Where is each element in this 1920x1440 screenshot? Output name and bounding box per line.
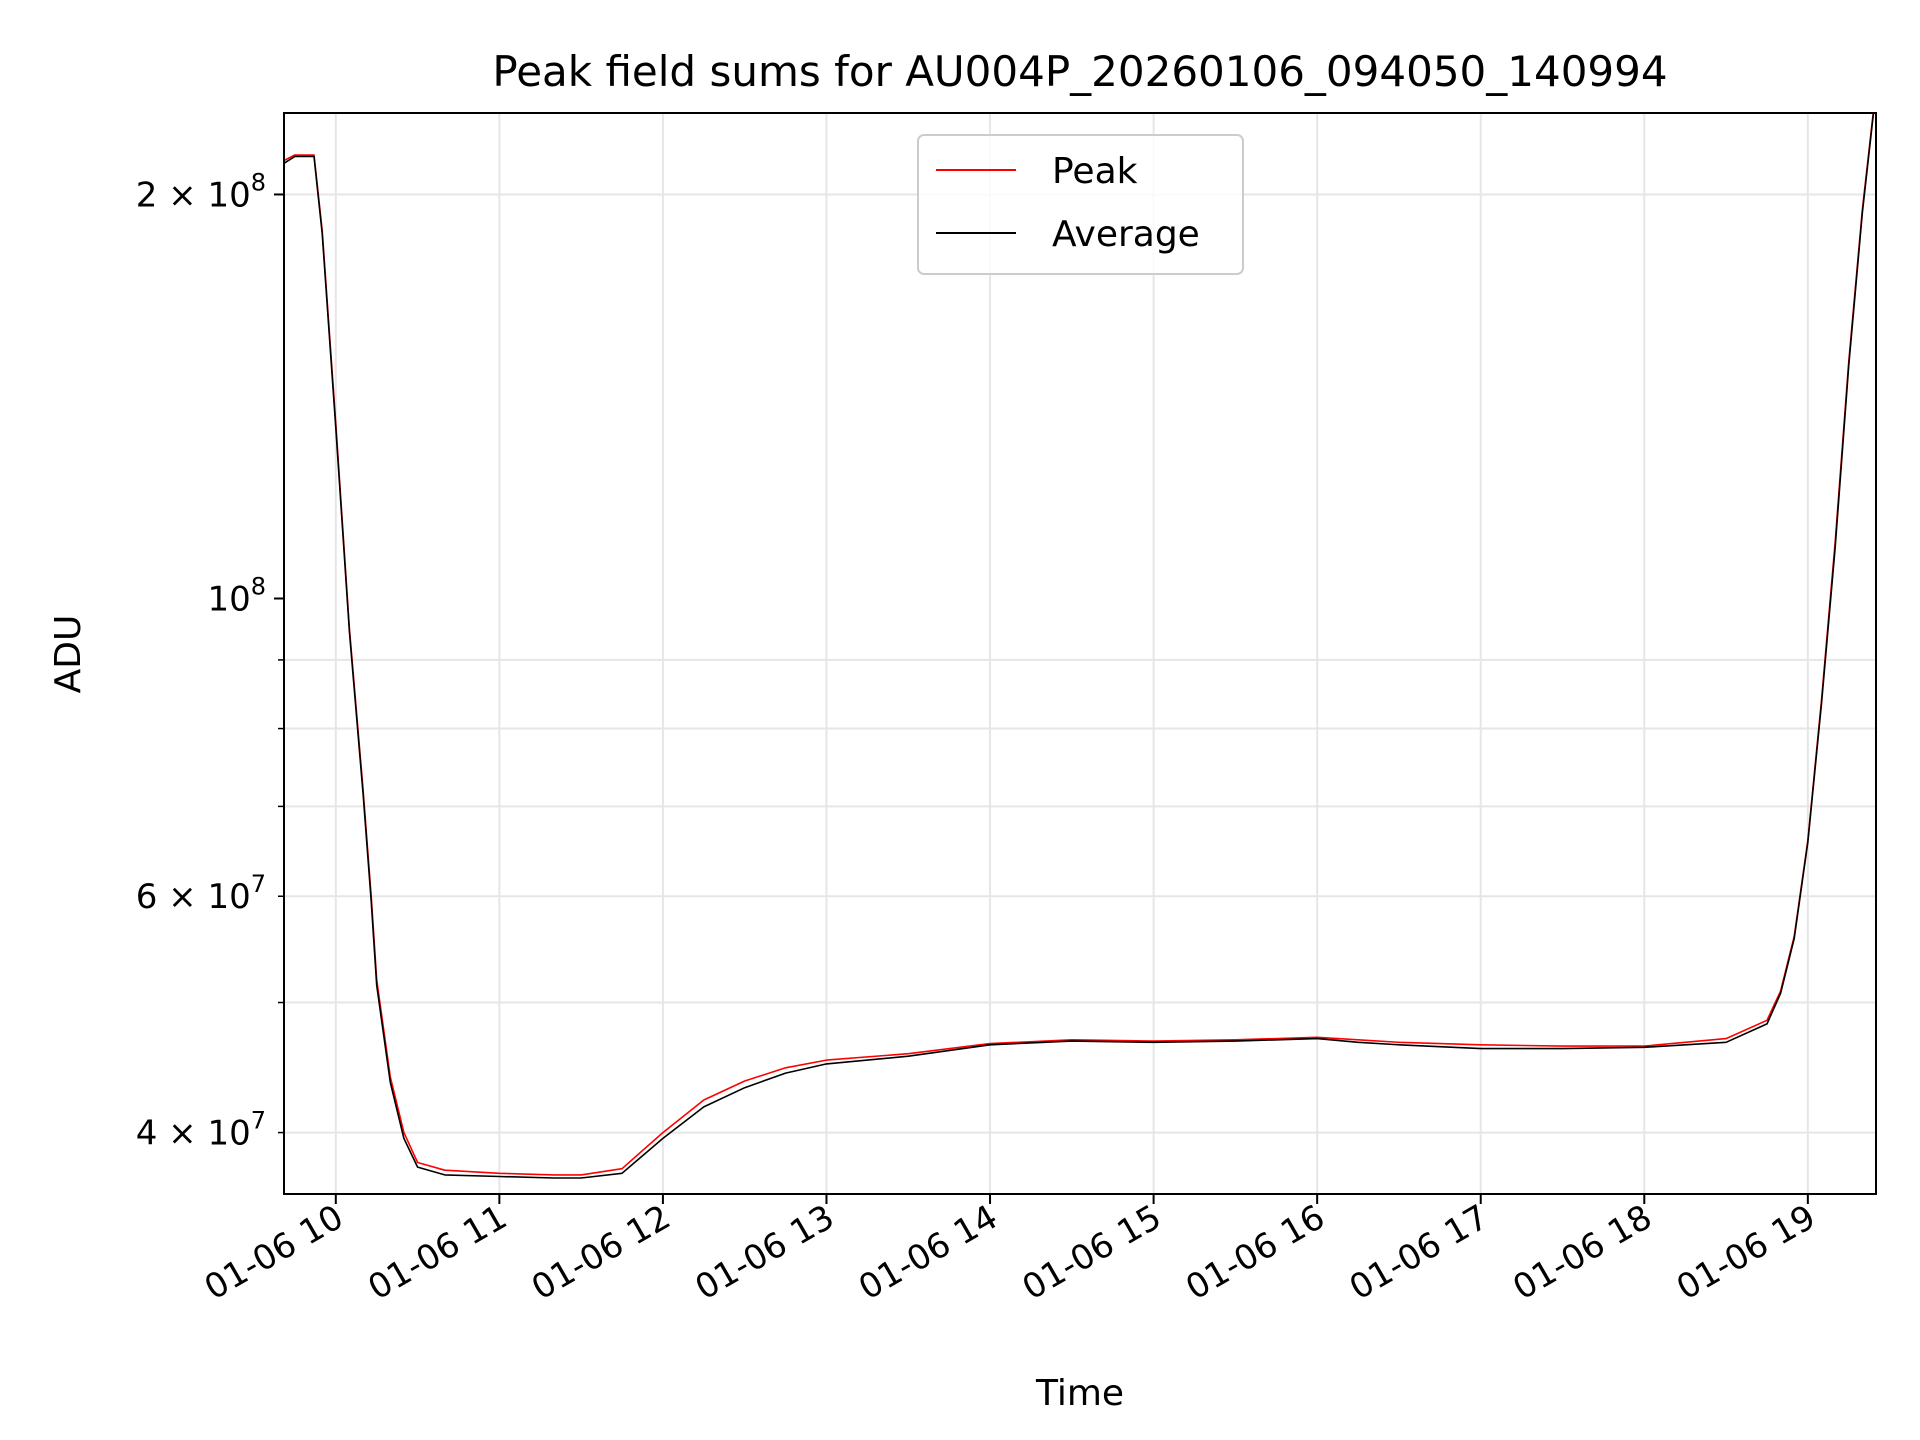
x-tick-label: 01-06 17 (1343, 1197, 1495, 1308)
x-tick-label: 01-06 18 (1506, 1197, 1658, 1308)
y-tick-label: 6 × 107 (136, 870, 266, 917)
plot-area (284, 113, 1875, 1179)
y-axis-label: ADU (48, 615, 89, 694)
x-tick-label: 01-06 11 (361, 1197, 513, 1308)
x-tick-label: 01-06 10 (198, 1197, 350, 1308)
x-tick-label: 01-06 19 (1670, 1197, 1822, 1308)
x-axis: 01-06 10 01-06 11 01-06 12 01-06 13 01-06 14… (198, 1194, 1822, 1308)
y-tick-label: 2 × 108 (136, 168, 266, 215)
x-tick-label: 01-06 14 (852, 1197, 1004, 1308)
x-tick-label: 01-06 15 (1016, 1197, 1168, 1308)
x-axis-label: Time (1035, 1373, 1124, 1414)
x-tick-label: 01-06 13 (689, 1197, 841, 1308)
grid-lines (284, 113, 1876, 1194)
chart-title: Peak field sums for AU004P_20260106_0940… (492, 47, 1667, 96)
x-tick-label: 01-06 16 (1179, 1197, 1331, 1308)
axes-frame (283, 112, 1877, 1195)
legend-average-label: Average (1052, 214, 1200, 255)
legend: Peak Average (917, 134, 1244, 275)
y-tick-label: 4 × 107 (136, 1107, 266, 1154)
series-line-average (284, 113, 1875, 1179)
legend-peak-label: Peak (1052, 151, 1138, 192)
y-tick-label: 108 (207, 572, 266, 619)
x-tick-label: 01-06 12 (525, 1197, 677, 1308)
y-axis: 4 × 107 6 × 107 108 2 × 108 (136, 168, 284, 1154)
